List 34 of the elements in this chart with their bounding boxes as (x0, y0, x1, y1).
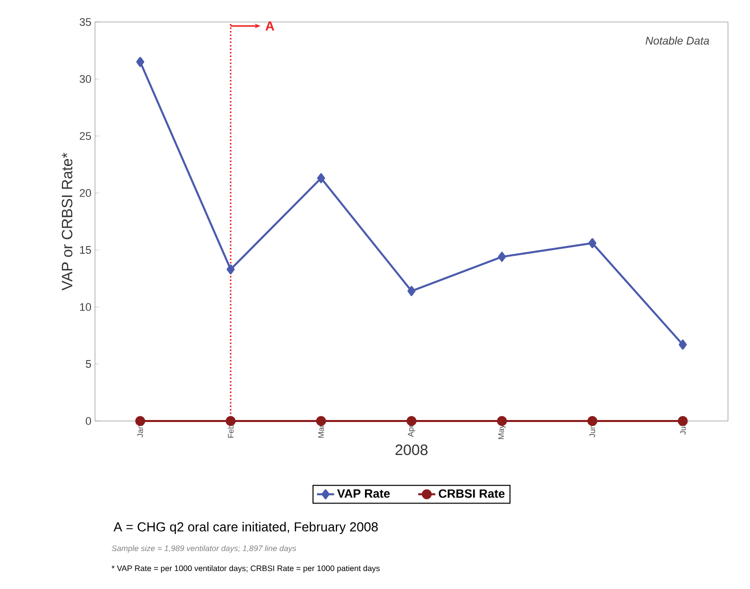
point (408, 286, 416, 296)
point (226, 264, 235, 274)
point (496, 416, 507, 426)
x-tick-label: Mar (318, 424, 324, 438)
point (136, 56, 144, 67)
point (406, 416, 417, 426)
y-axis-title: VAP or CRBSI Rate* (62, 152, 72, 290)
y-tick-label: 5 (86, 360, 92, 368)
point (587, 416, 598, 426)
x-tick-label: Apr (408, 424, 416, 437)
point (135, 416, 146, 426)
point (498, 252, 506, 262)
y-tick-label: 15 (80, 246, 91, 254)
annotation: Notable Data (646, 36, 710, 45)
ref-line-label: A (266, 22, 274, 30)
y-tick-label: 10 (80, 303, 92, 311)
legend-label: CRBSI Rate (438, 489, 505, 498)
legend-label: VAP Rate (337, 489, 390, 498)
point (588, 238, 596, 248)
point (678, 340, 687, 350)
text: A = CHG q2 oral care initiated, February 2008 (114, 522, 378, 534)
y-tick-label: 0 (86, 417, 92, 425)
x-tick-label: May (498, 424, 506, 439)
text: Sample size = 1,989 ventilator days; 1,897 line days (112, 545, 296, 553)
y-tick-label: 25 (80, 132, 91, 140)
y-tick-label: 20 (80, 189, 92, 197)
point (316, 416, 326, 426)
y-tick-label: 35 (80, 18, 91, 26)
y-tick-label: 30 (80, 75, 92, 83)
x-axis-title: 2008 (396, 444, 428, 456)
point (226, 416, 236, 426)
text: * VAP Rate = per 1000 ventilator days; CRBSI Rate = per 1000 patient days (112, 565, 380, 573)
point (317, 173, 326, 184)
point (678, 416, 688, 426)
